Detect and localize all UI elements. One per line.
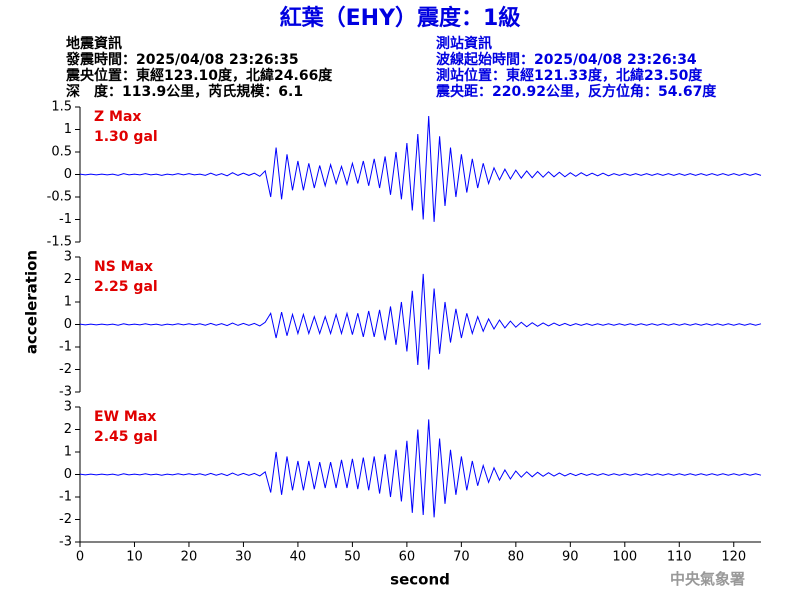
y-tick-label: 3 — [64, 250, 72, 265]
x-tick-label: 60 — [399, 550, 416, 565]
y-tick-label: -1 — [59, 340, 72, 355]
y-tick-label: 3 — [64, 400, 72, 415]
waveform — [79, 419, 762, 518]
x-tick-label: 90 — [562, 550, 579, 565]
x-tick-label: 40 — [290, 550, 307, 565]
info-line: 發震時間：2025/04/08 23:26:35 — [65, 51, 299, 68]
y-tick-label: 1 — [64, 122, 72, 137]
y-tick-label: 2 — [64, 422, 72, 437]
x-tick-label: 20 — [181, 550, 198, 565]
x-axis-label: second — [390, 571, 450, 589]
x-tick-label: 0 — [76, 550, 84, 565]
y-tick-label: 1 — [64, 295, 72, 310]
x-tick-label: 10 — [126, 550, 143, 565]
y-tick-label: 0.5 — [51, 145, 72, 160]
max-value: 1.30 gal — [94, 129, 158, 145]
y-tick-label: -2 — [59, 362, 72, 377]
info-line: 波線起始時間：2025/04/08 23:26:34 — [436, 51, 697, 68]
x-tick-label: 70 — [453, 550, 470, 565]
y-tick-label: 2 — [64, 272, 72, 287]
y-tick-label: 1 — [64, 445, 72, 460]
x-tick-label: 80 — [508, 550, 525, 565]
y-tick-label: -2 — [59, 512, 72, 527]
x-tick-label: 100 — [612, 550, 637, 565]
y-tick-label: -1 — [59, 212, 72, 227]
y-tick-label: -1.5 — [47, 235, 72, 250]
max-label: NS Max — [94, 259, 153, 275]
y-tick-label: 0 — [64, 317, 72, 332]
y-tick-label: 1.5 — [51, 100, 72, 115]
max-label: EW Max — [94, 409, 156, 425]
max-label: Z Max — [94, 109, 141, 125]
x-tick-label: 30 — [235, 550, 252, 565]
y-tick-label: -3 — [59, 535, 72, 550]
info-line: 震央位置：東經123.10度，北緯24.66度 — [65, 67, 333, 84]
waveform — [79, 273, 762, 370]
info-line: 深 度：113.9公里，芮氏規模：6.1 — [66, 83, 303, 100]
info-line: 測站位置：東經121.33度，北緯23.50度 — [436, 67, 703, 84]
waveform — [79, 115, 762, 222]
chart-title: 紅葉（EHY）震度：1級 — [280, 5, 521, 31]
x-tick-label: 50 — [344, 550, 361, 565]
x-tick-label: 120 — [721, 550, 746, 565]
y-tick-label: -1 — [59, 490, 72, 505]
y-tick-label: -0.5 — [47, 190, 72, 205]
y-tick-label: 0 — [64, 467, 72, 482]
y-tick-label: -3 — [59, 385, 72, 400]
max-value: 2.25 gal — [94, 279, 158, 295]
info-line: 測站資訊 — [436, 35, 492, 52]
x-tick-label: 110 — [667, 550, 692, 565]
max-value: 2.45 gal — [94, 429, 158, 445]
watermark: 中央氣象署 — [670, 570, 745, 588]
info-line: 震央距：220.92公里，反方位角：54.67度 — [435, 83, 717, 100]
info-line: 地震資訊 — [66, 35, 122, 52]
y-tick-label: 0 — [64, 167, 72, 182]
y-axis-label: acceleration — [23, 250, 41, 354]
